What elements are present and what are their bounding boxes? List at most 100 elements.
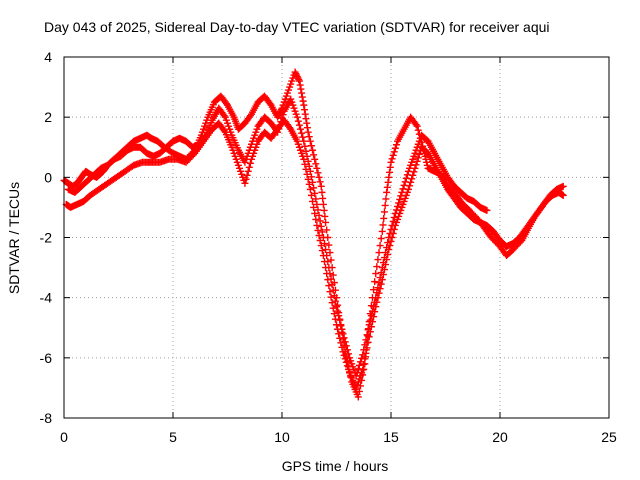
data-point-interp: [415, 150, 423, 158]
data-point-interp: [302, 115, 310, 123]
data-point-interp: [337, 321, 345, 329]
data-point-interp: [340, 351, 348, 359]
data-point-interp: [373, 289, 381, 297]
data-point: [313, 221, 321, 229]
data-point-interp: [243, 171, 251, 179]
data-point: [311, 155, 319, 163]
data-point-interp: [307, 173, 315, 181]
data-point-interp: [386, 229, 394, 237]
data-point-interp: [389, 217, 397, 225]
data-point-interp: [342, 358, 350, 366]
data-point-interp: [343, 346, 351, 354]
data-points: [60, 68, 567, 401]
data-point-interp: [376, 274, 384, 282]
data-point-interp: [362, 349, 370, 357]
data-point-interp: [385, 173, 393, 181]
data-point-interp: [376, 242, 384, 250]
data-point-interp: [368, 307, 376, 315]
data-point-interp: [380, 214, 388, 222]
data-point-interp: [412, 121, 420, 129]
data-point-interp: [325, 282, 333, 290]
data-point-interp: [310, 151, 318, 159]
data-point-interp: [386, 163, 394, 171]
data-point-interp: [275, 125, 283, 133]
data-point-interp: [329, 304, 337, 312]
data-point-interp: [314, 169, 322, 177]
data-point: [317, 182, 325, 190]
data-point-interp: [388, 155, 396, 163]
data-point-interp: [323, 252, 331, 260]
y-tick-label: -4: [40, 290, 53, 306]
data-point-interp: [367, 312, 375, 320]
y-tick-label: -6: [40, 350, 53, 366]
data-point-interp: [189, 151, 197, 159]
data-point-interp: [316, 178, 324, 186]
data-point: [295, 77, 303, 85]
data-point-interp: [371, 278, 379, 286]
data-point: [339, 330, 347, 338]
data-point-interp: [321, 212, 329, 220]
x-tick-label: 0: [60, 429, 68, 445]
data-point-interp: [328, 299, 336, 307]
y-tick-label: 4: [44, 49, 52, 65]
data-point-interp: [301, 142, 309, 150]
data-point-interp: [305, 162, 313, 170]
data-point-interp: [315, 231, 323, 239]
data-point-interp: [335, 312, 343, 320]
data-point-interp: [279, 111, 287, 119]
data-point-interp: [331, 297, 339, 305]
data-point-interp: [338, 343, 346, 351]
data-point-interp: [303, 124, 311, 132]
data-point: [413, 122, 421, 130]
data-point: [559, 191, 567, 199]
data-point-interp: [222, 100, 230, 108]
data-point: [359, 366, 367, 374]
data-point-interp: [295, 121, 303, 129]
data-point: [483, 206, 491, 214]
data-point-interp: [295, 76, 303, 84]
data-point-interp: [246, 159, 254, 167]
data-point-interp: [315, 211, 323, 219]
data-point-interp: [364, 326, 372, 334]
y-tick-label: 0: [44, 169, 52, 185]
data-point-interp: [334, 307, 342, 315]
data-point: [354, 393, 362, 401]
data-point-interp: [354, 365, 362, 373]
data-point-interp: [327, 256, 335, 264]
data-point-interp: [318, 188, 326, 196]
data-point-interp: [380, 208, 388, 216]
data-point-interp: [342, 342, 350, 350]
data-point: [300, 137, 308, 145]
data-point: [359, 351, 367, 359]
data-point-interp: [338, 325, 346, 333]
data-point-interp: [298, 89, 306, 97]
data-point-interp: [331, 315, 339, 323]
x-axis-label: GPS time / hours: [282, 458, 389, 474]
data-point-interp: [325, 264, 333, 272]
data-point: [398, 188, 406, 196]
data-point-interp: [375, 249, 383, 257]
data-point-interp: [317, 222, 325, 230]
data-point-interp: [399, 185, 407, 193]
data-point-interp: [325, 241, 333, 249]
data-point-interp: [286, 124, 294, 132]
data-point-interp: [343, 362, 351, 370]
data-point-interp: [313, 164, 321, 172]
data-point-interp: [309, 146, 317, 154]
data-point: [333, 303, 340, 311]
data-point-interp: [360, 346, 368, 354]
data-point-interp: [303, 119, 311, 127]
data-point-interp: [394, 202, 402, 210]
data-point-interp: [383, 183, 391, 191]
data-point-interp: [303, 152, 311, 160]
data-point-interp: [387, 238, 395, 246]
data-point: [306, 167, 314, 175]
y-tick-label: 2: [44, 109, 52, 125]
data-point-interp: [314, 226, 322, 234]
data-point-interp: [387, 225, 395, 233]
data-point-interp: [384, 239, 392, 247]
data-point-interp: [201, 133, 209, 141]
data-point-interp: [380, 254, 388, 262]
data-point-interp: [298, 93, 306, 101]
data-point: [322, 218, 330, 226]
